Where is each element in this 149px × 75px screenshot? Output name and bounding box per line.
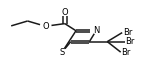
Text: O: O — [62, 8, 68, 17]
Text: Br: Br — [121, 48, 131, 57]
Text: S: S — [59, 48, 65, 57]
Text: N: N — [93, 26, 99, 35]
Text: O: O — [42, 22, 49, 31]
Text: Br: Br — [123, 28, 132, 37]
Text: Br: Br — [126, 37, 135, 46]
